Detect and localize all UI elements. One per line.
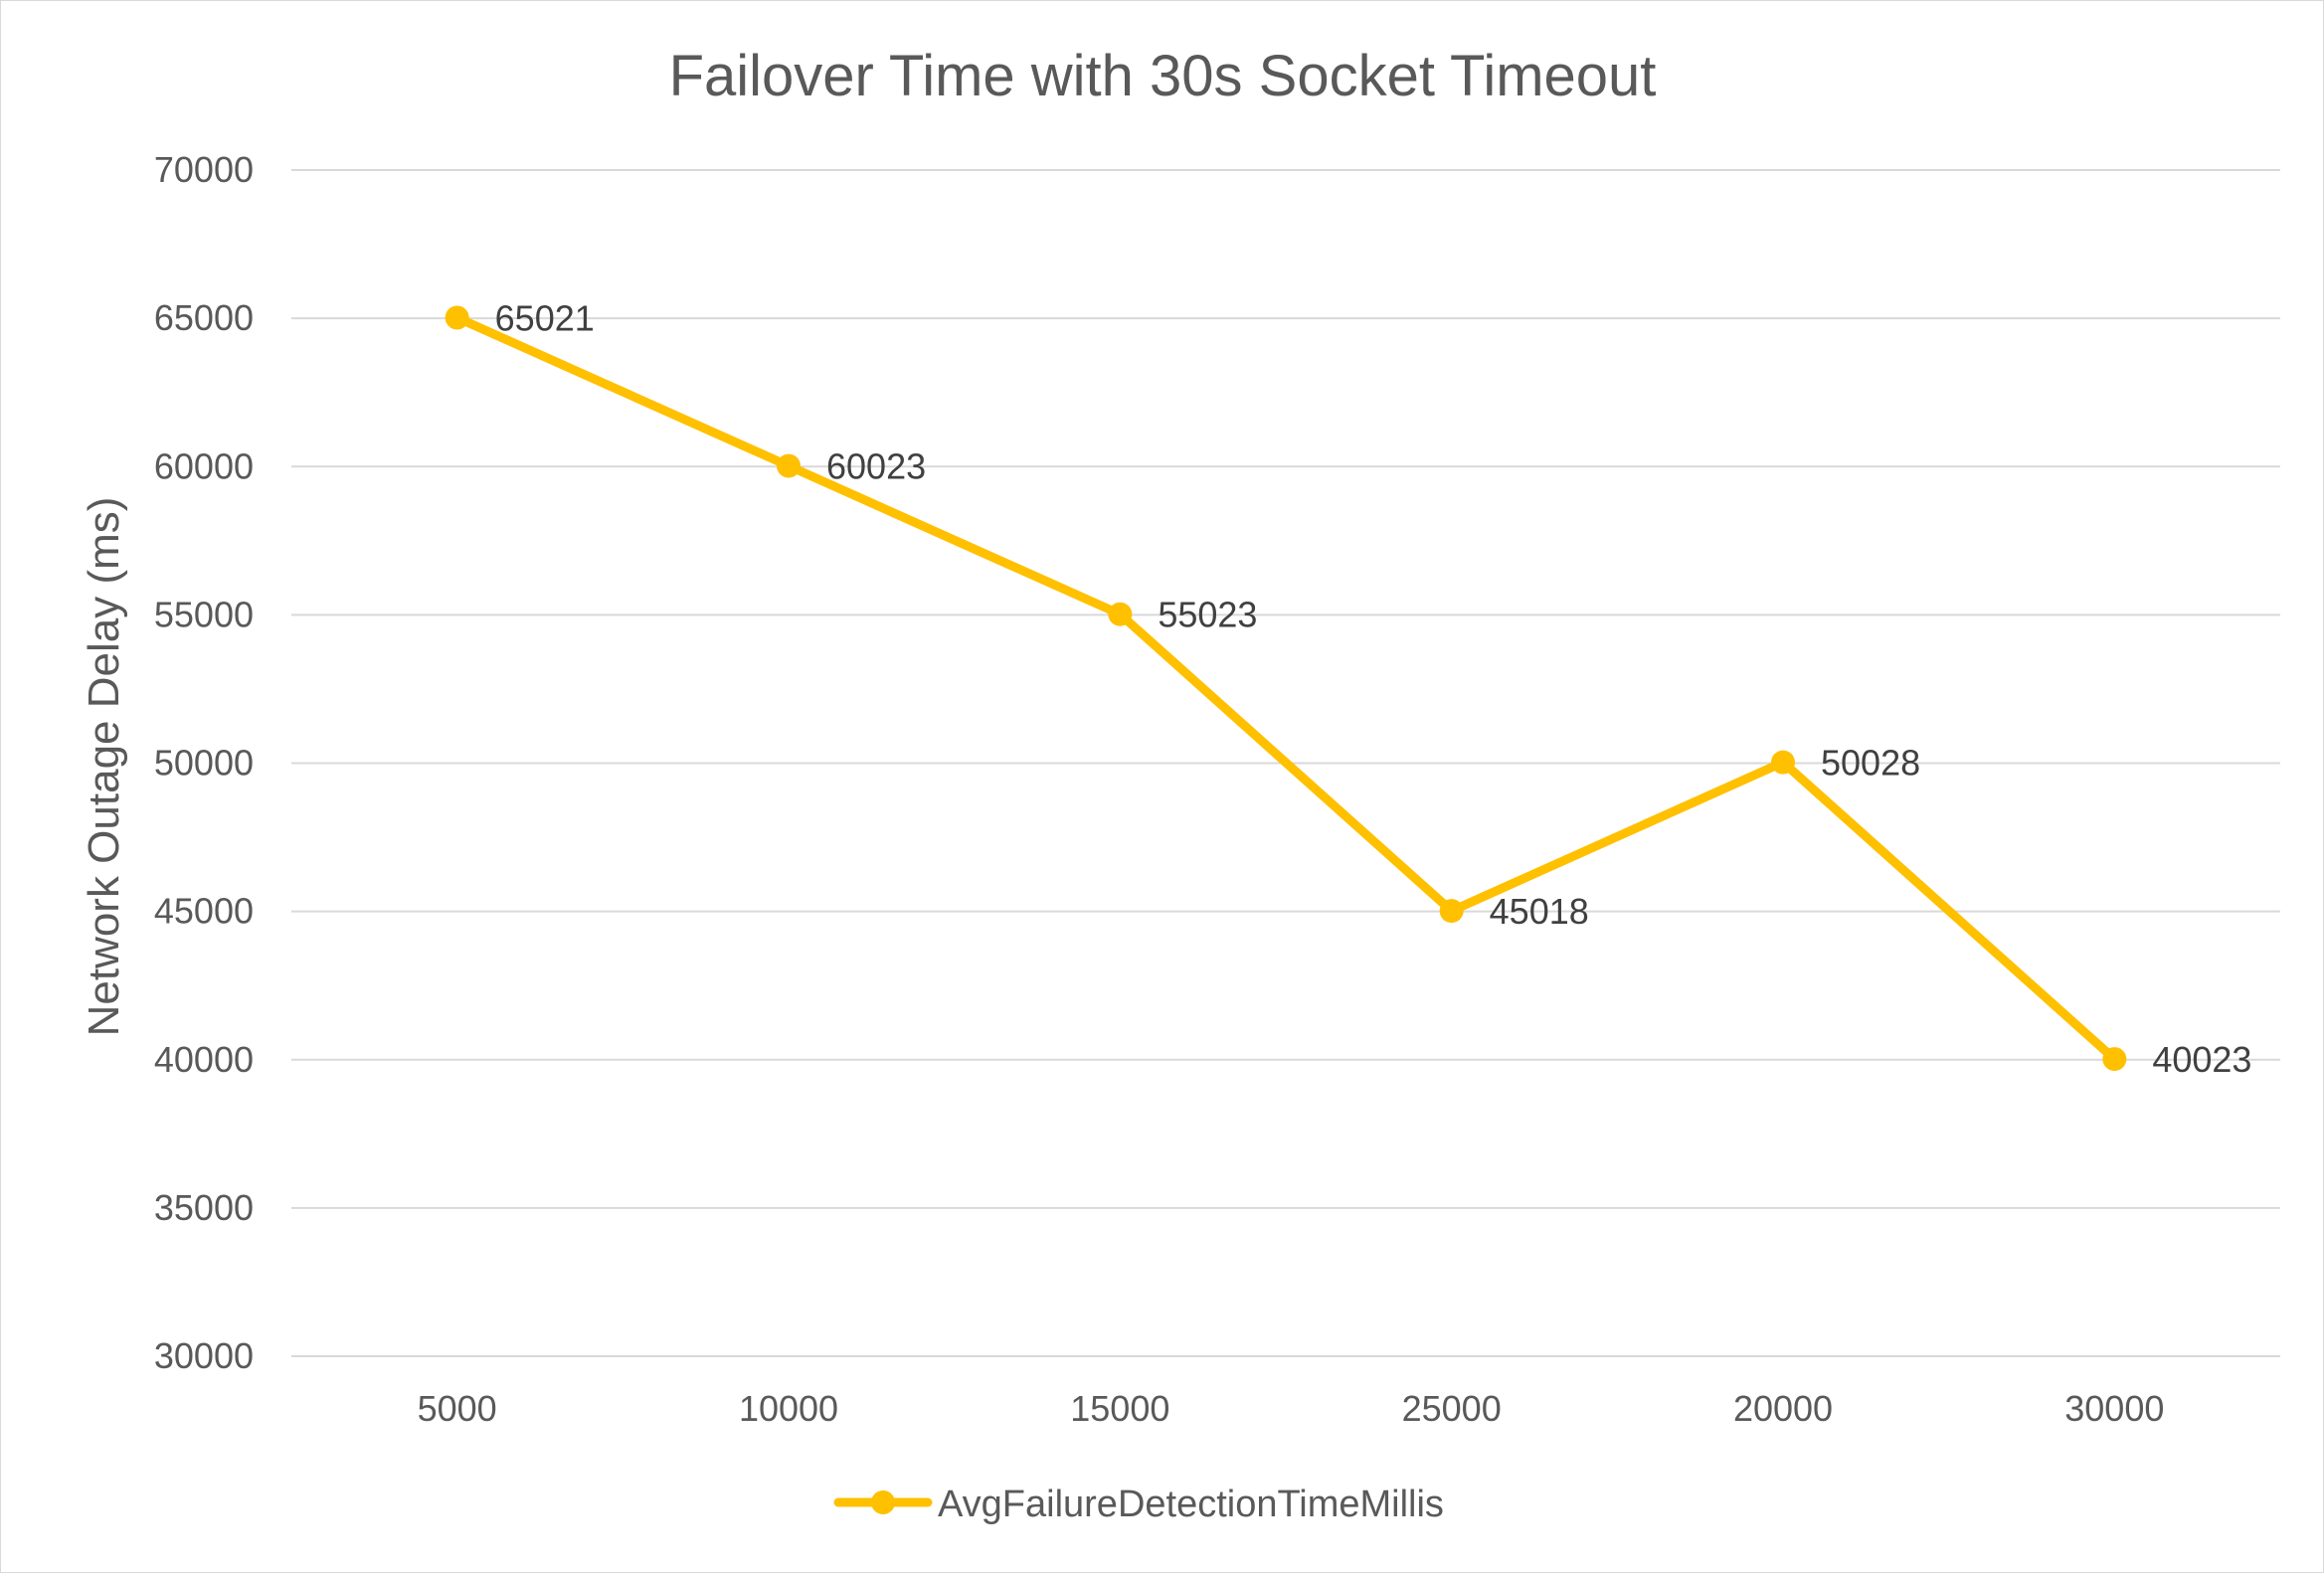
- data-label: 65021: [495, 297, 595, 338]
- series-line: [452, 312, 2119, 1064]
- x-tick-label: 10000: [739, 1388, 838, 1429]
- data-point: [777, 453, 801, 478]
- data-point: [1108, 602, 1133, 626]
- y-tick-label: 30000: [154, 1335, 254, 1376]
- y-tick-label: 35000: [154, 1187, 254, 1228]
- x-axis-ticks: 5000 10000 15000 25000 20000 30000: [418, 1388, 2165, 1429]
- data-label: 55023: [1158, 595, 1257, 635]
- chart-title: Failover Time with 30s Socket Timeout: [669, 44, 1657, 108]
- data-label: 60023: [826, 446, 926, 487]
- data-point: [1771, 750, 1795, 775]
- legend-series-name: AvgFailureDetectionTimeMillis: [938, 1484, 1444, 1525]
- legend: AvgFailureDetectionTimeMillis: [833, 1484, 1444, 1525]
- y-tick-label: 65000: [154, 297, 254, 338]
- x-tick-label: 5000: [418, 1388, 497, 1429]
- data-label: 45018: [1490, 891, 1589, 932]
- data-point: [445, 305, 469, 330]
- data-point: [2102, 1047, 2127, 1072]
- y-tick-label: 50000: [154, 743, 254, 784]
- x-tick-label: 25000: [1402, 1388, 1502, 1429]
- data-label: 40023: [2152, 1039, 2251, 1080]
- y-tick-label: 45000: [154, 891, 254, 932]
- data-point: [1439, 899, 1464, 924]
- legend-dot-marker: [871, 1490, 895, 1514]
- y-axis-ticks: 30000 35000 40000 45000 50000 55000 60000 65000…: [154, 149, 254, 1376]
- y-tick-label: 55000: [154, 594, 254, 634]
- x-tick-label: 20000: [1733, 1388, 1833, 1429]
- y-tick-label: 40000: [154, 1039, 254, 1080]
- data-labels: 65021 60023 55023 45018 50028 40023: [495, 297, 2252, 1080]
- x-tick-label: 15000: [1070, 1388, 1169, 1429]
- y-tick-label: 70000: [154, 149, 254, 190]
- x-tick-label: 30000: [2064, 1388, 2164, 1429]
- series-line-layer: [445, 305, 2127, 1072]
- y-axis-label: Network Outage Delay (ms): [80, 497, 128, 1037]
- y-tick-label: 60000: [154, 445, 254, 486]
- data-label: 50028: [1821, 743, 1920, 784]
